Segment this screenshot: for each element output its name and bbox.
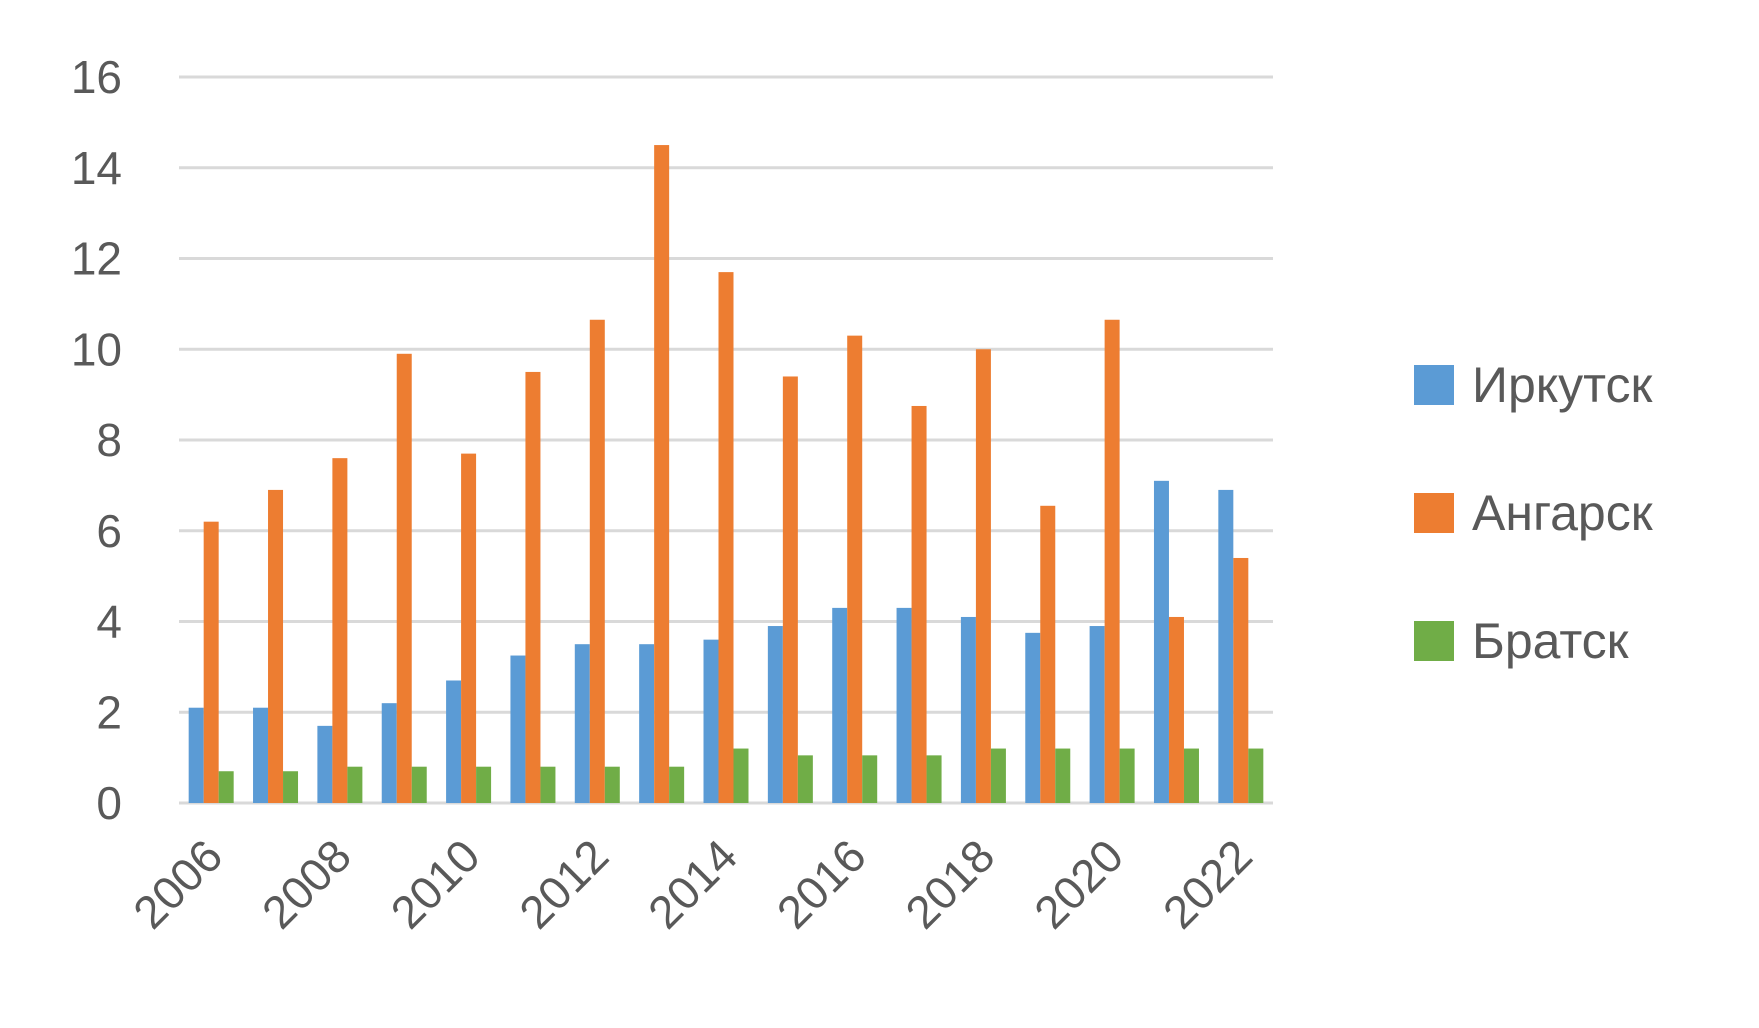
bar-Иркутск-2020 [1089,626,1105,803]
bar-Ангарск-2018 [975,349,991,803]
bar-Братск-2011 [540,766,556,803]
bar-Братск-2021 [1183,748,1199,803]
bar-Братск-2022 [1248,748,1264,803]
bar-Иркутск-2012 [574,644,590,803]
legend-swatch [1414,621,1454,661]
y-tick-label: 10 [71,323,122,375]
bar-Братск-2010 [476,766,492,803]
bar-Иркутск-2009 [381,703,397,803]
bar-Ангарск-2010 [461,453,477,803]
x-tick-label: 2018 [895,829,1004,938]
bar-Братск-2016 [862,755,878,803]
bar-Братск-2017 [926,755,942,803]
y-tick-label: 6 [96,505,122,557]
bar-Братск-2007 [283,771,299,803]
bar-Иркутск-2015 [767,626,783,803]
bar-Иркутск-2021 [1153,480,1169,803]
bar-Братск-2014 [733,748,749,803]
bar-Ангарск-2009 [396,353,412,803]
y-tick-label: 0 [96,777,122,829]
x-axis-ticks: 2006 2008 2010 2012 2014 2016 2018 2020 2022 [123,829,1262,938]
bar-Иркутск-2013 [639,644,655,803]
y-tick-label: 12 [71,233,122,285]
bar-Ангарск-2012 [589,319,605,803]
bar-Братск-2012 [604,766,620,803]
bar-Иркутск-2019 [1025,632,1041,803]
y-tick-label: 8 [96,414,122,466]
bar-Иркутск-2016 [832,607,848,803]
bar-Ангарск-2006 [203,521,219,803]
legend-label: Братск [1472,613,1630,669]
legend-swatch [1414,365,1454,405]
legend-label: Ангарск [1472,485,1654,541]
bar-Ангарск-2019 [1040,505,1056,803]
bars [188,145,1264,803]
bar-Иркутск-2018 [960,616,976,803]
bar-Ангарск-2021 [1168,616,1184,803]
bar-Ангарск-2017 [911,405,927,803]
bar-Иркутск-2017 [896,607,912,803]
bar-Братск-2009 [411,766,427,803]
x-tick-label: 2020 [1024,829,1133,938]
bar-Ангарск-2008 [332,458,348,803]
bar-Ангарск-2011 [525,371,541,803]
bar-Братск-2008 [347,766,363,803]
bar-Братск-2019 [1055,748,1071,803]
bar-Ангарск-2014 [718,272,734,803]
bar-Ангарск-2007 [268,489,284,803]
bar-Ангарск-2015 [782,376,798,803]
legend: Иркутск Ангарск Братск [1414,357,1654,669]
bar-Братск-2006 [218,771,234,803]
bar-Ангарск-2020 [1104,319,1120,803]
y-tick-label: 2 [96,686,122,738]
x-tick-label: 2016 [767,829,876,938]
y-tick-label: 16 [71,51,122,103]
bar-Братск-2013 [669,766,685,803]
y-tick-label: 14 [71,142,122,194]
y-tick-label: 4 [96,596,122,648]
bar-Братск-2018 [990,748,1006,803]
x-tick-label: 2008 [252,829,361,938]
legend-swatch [1414,493,1454,533]
bar-Братск-2020 [1119,748,1135,803]
x-tick-label: 2022 [1153,829,1262,938]
bar-Иркутск-2007 [253,707,269,803]
x-tick-label: 2014 [638,829,747,938]
x-tick-label: 2012 [509,829,618,938]
bar-Иркутск-2011 [510,655,526,803]
y-axis-ticks: 0 2 4 6 8 10 12 14 16 [71,51,122,829]
bar-Ангарск-2016 [847,335,863,803]
bar-Иркутск-2006 [188,707,204,803]
bar-Иркутск-2014 [703,639,719,803]
bar-Иркутск-2008 [317,725,333,803]
bar-Братск-2015 [797,755,813,803]
bar-Иркутск-2022 [1218,489,1234,803]
x-tick-label: 2006 [123,829,232,938]
legend-label: Иркутск [1472,357,1654,413]
bar-Ангарск-2013 [654,145,670,803]
bar-Иркутск-2010 [446,680,462,803]
bar-Ангарск-2022 [1233,557,1249,803]
x-tick-label: 2010 [381,829,490,938]
